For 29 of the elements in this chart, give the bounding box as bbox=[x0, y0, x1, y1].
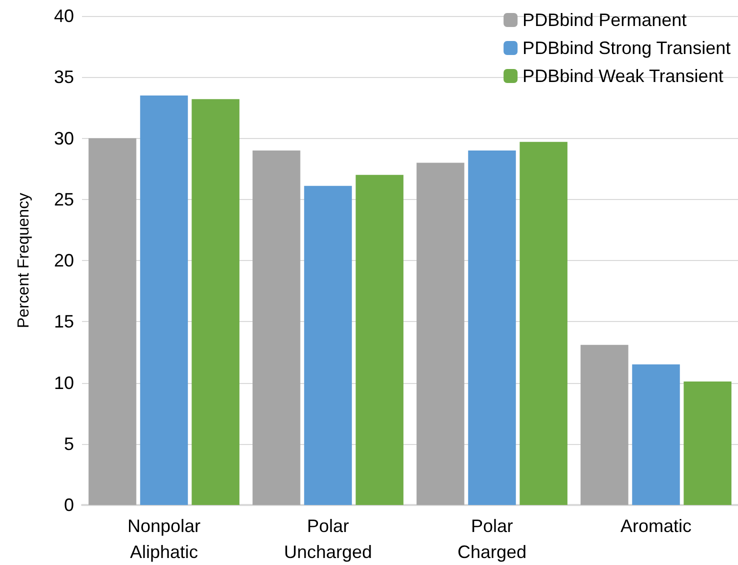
bar bbox=[580, 344, 628, 505]
bar bbox=[304, 186, 352, 505]
y-tick-label: 5 bbox=[64, 434, 74, 454]
x-tick-label: Nonpolar Aliphatic bbox=[127, 516, 201, 562]
bar bbox=[520, 142, 568, 505]
bar bbox=[192, 99, 240, 505]
y-tick-label: 15 bbox=[54, 312, 74, 332]
legend-label: PDBbind Strong Transient bbox=[522, 38, 731, 58]
legend-label: PDBbind Weak Transient bbox=[522, 66, 724, 86]
bar bbox=[416, 162, 464, 505]
bar bbox=[252, 150, 300, 505]
x-tick-label: Aromatic bbox=[620, 516, 692, 536]
bar bbox=[632, 364, 680, 505]
y-axis-title: Percent Frequency bbox=[16, 192, 32, 328]
y-tick-label: 30 bbox=[54, 128, 74, 148]
y-tick-label: 25 bbox=[54, 189, 74, 210]
x-tick-label: Polar Charged bbox=[457, 516, 527, 562]
y-tick-label: 40 bbox=[54, 6, 74, 26]
y-tick-label: 10 bbox=[54, 372, 74, 393]
y-tick-label: 20 bbox=[54, 250, 74, 270]
legend-label: PDBbind Permanent bbox=[522, 10, 687, 30]
y-tick-label: 0 bbox=[64, 495, 74, 515]
bar bbox=[356, 174, 404, 505]
x-tick-label: Polar Uncharged bbox=[284, 516, 372, 562]
bar bbox=[468, 150, 516, 505]
bar bbox=[140, 95, 188, 505]
bar bbox=[88, 138, 136, 505]
y-tick-label: 35 bbox=[54, 67, 74, 88]
bar bbox=[684, 382, 732, 505]
